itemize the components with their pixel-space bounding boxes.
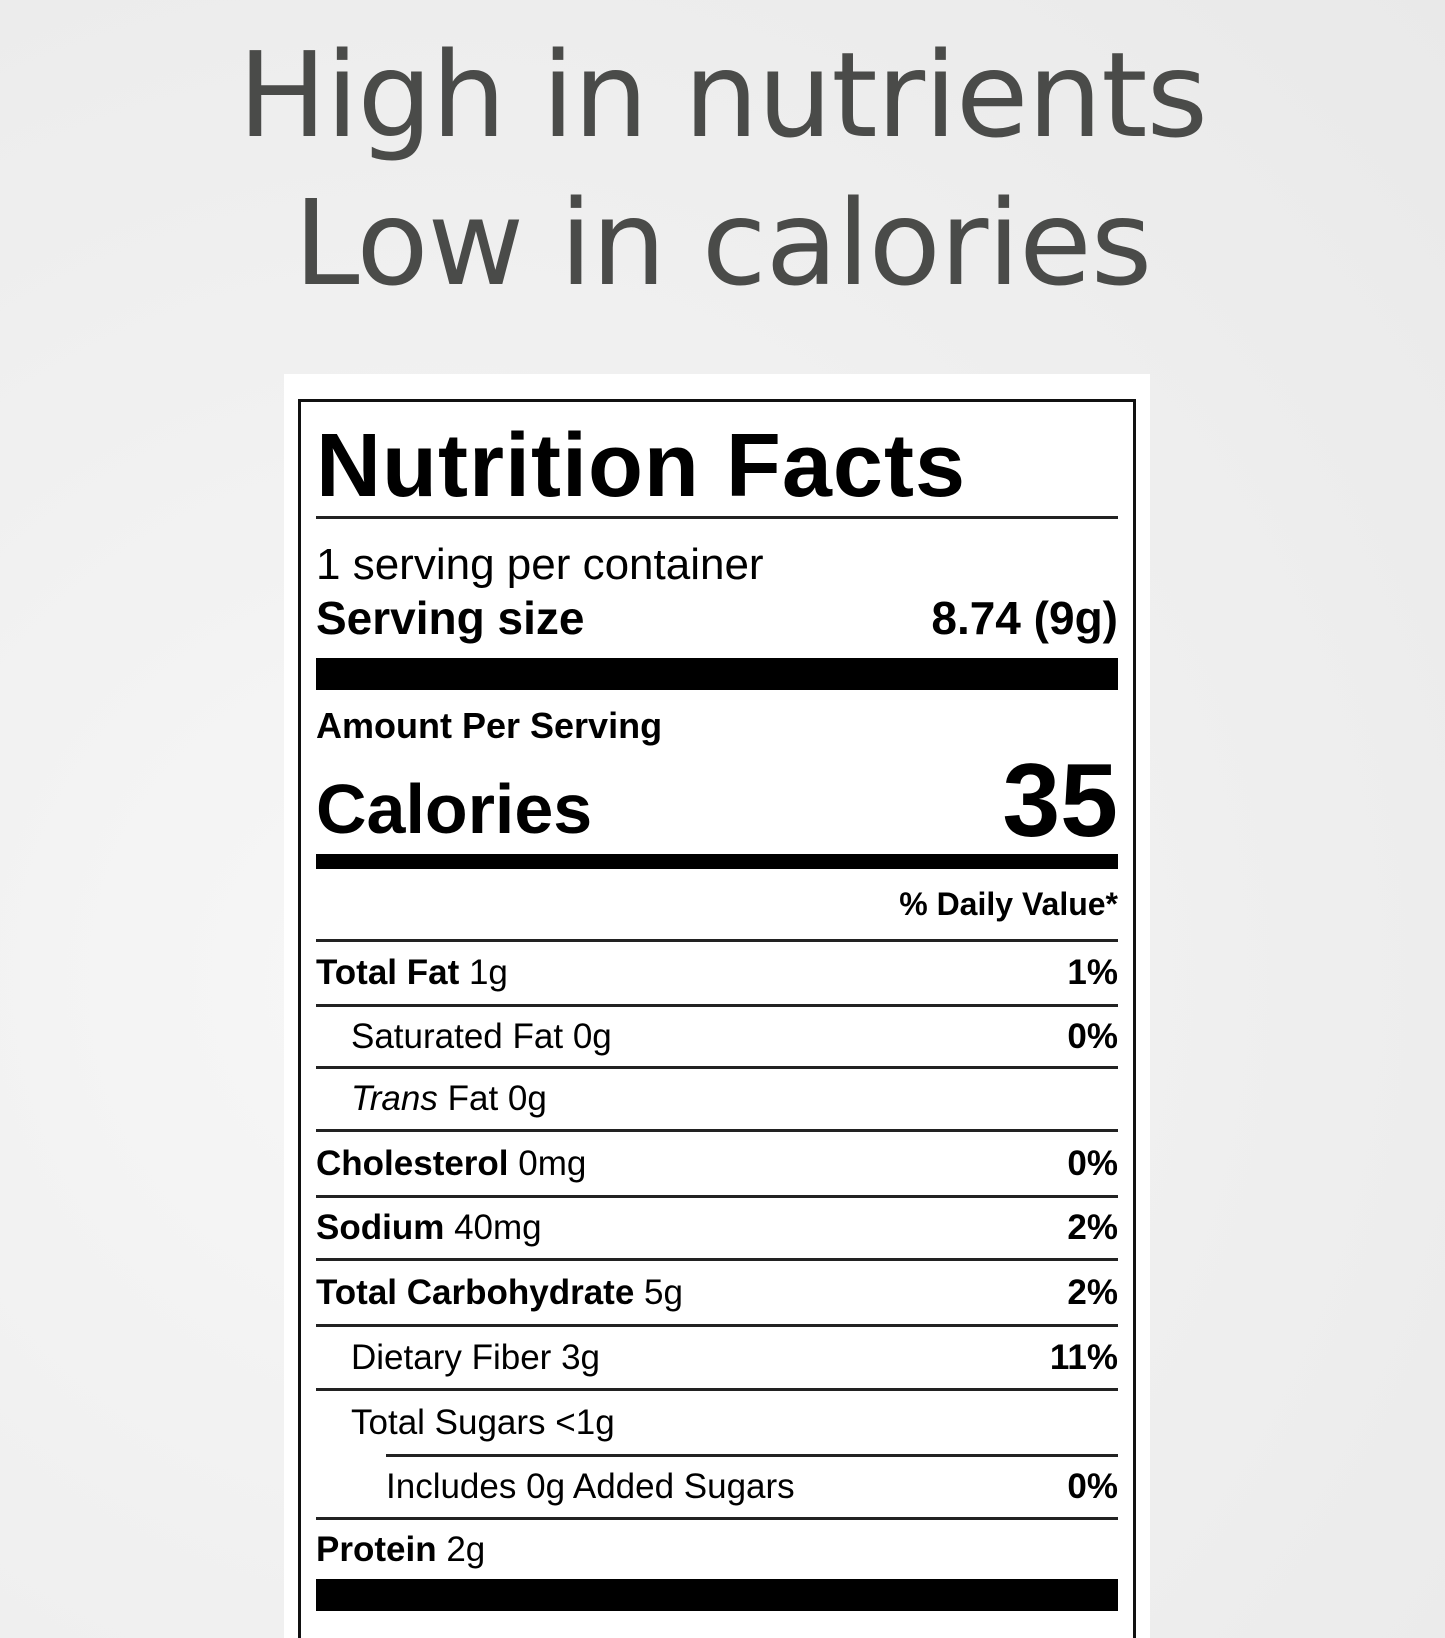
nutrient-name-rest: Added Sugars xyxy=(572,1467,795,1506)
nutrient-row-total-fat: Total Fat 1g 1% xyxy=(316,939,1118,1004)
nutrient-dv: 11% xyxy=(1049,1337,1118,1377)
calories-row: Calories 35 xyxy=(316,748,1118,854)
nutrient-row-total-sugars: Total Sugars <1g xyxy=(316,1388,1118,1454)
nutrient-amount: 0g xyxy=(507,1079,547,1118)
amount-per-serving: Amount Per Serving xyxy=(316,705,663,746)
medium-divider xyxy=(316,854,1118,869)
nutrient-name: Total Fat xyxy=(316,953,460,992)
nutrient-dv: 2% xyxy=(1067,1208,1118,1247)
nutrient-amount: 40mg xyxy=(454,1208,542,1247)
thick-divider xyxy=(316,658,1118,690)
serving-size-value: 8.74 (9g) xyxy=(931,592,1118,644)
nutrition-facts-label: Nutrition Facts 1 serving per container … xyxy=(298,399,1136,1638)
nutrient-name: Sodium xyxy=(316,1208,445,1247)
divider xyxy=(316,516,1118,519)
nutrient-dv: 1% xyxy=(1067,953,1118,992)
nutrient-row-total-carbohydrate: Total Carbohydrate 5g 2% xyxy=(316,1258,1118,1324)
nutrient-name: Includes xyxy=(386,1467,517,1506)
nutrient-dv: 0% xyxy=(1067,1016,1118,1056)
nutrient-row-protein: Protein 2g xyxy=(316,1517,1118,1579)
nutrient-name: Saturated Fat xyxy=(351,1016,564,1056)
added-sugars-wrapper: Includes 0g Added Sugars 0% xyxy=(386,1454,1118,1517)
headline-line-1: High in nutrients xyxy=(237,26,1208,164)
nutrient-amount: <1g xyxy=(555,1402,615,1442)
serving-size-row: Serving size 8.74 (9g) xyxy=(316,591,1118,645)
nutrient-name: Cholesterol xyxy=(316,1143,509,1183)
calories-value: 35 xyxy=(1002,743,1118,859)
bottom-thick-divider xyxy=(316,1579,1118,1611)
nutrient-dv: 0% xyxy=(1067,1143,1118,1183)
nutrient-dv: 0% xyxy=(1067,1467,1118,1506)
nutrient-name: Dietary Fiber xyxy=(351,1337,552,1377)
servings-per-container: 1 serving per container xyxy=(316,540,764,589)
nutrient-row-added-sugars: Includes 0g Added Sugars 0% xyxy=(386,1454,1118,1517)
nutrient-name: Total Carbohydrate xyxy=(316,1272,635,1312)
nutrient-amount: 0g xyxy=(572,1016,612,1056)
nutrient-row-saturated-fat: Saturated Fat 0g 0% xyxy=(316,1004,1118,1066)
nutrient-amount: 0g xyxy=(526,1467,566,1506)
nutrient-name-rest: Fat xyxy=(447,1079,499,1118)
nutrient-name: Protein xyxy=(316,1529,437,1569)
nutrient-row-sodium: Sodium 40mg 2% xyxy=(316,1195,1118,1258)
serving-size-label: Serving size xyxy=(316,592,585,644)
nutrient-name: Total Sugars xyxy=(351,1402,546,1442)
nutrient-name: Trans xyxy=(351,1079,438,1118)
nutrient-amount: 3g xyxy=(561,1337,600,1377)
daily-value-header: % Daily Value* xyxy=(899,886,1118,922)
nutrient-row-trans-fat: Trans Fat 0g xyxy=(316,1066,1118,1129)
nutrient-amount: 1g xyxy=(468,953,508,992)
label-title: Nutrition Facts xyxy=(316,416,967,516)
calories-label: Calories xyxy=(316,770,593,848)
nutrient-amount: 2g xyxy=(446,1529,486,1569)
nutrient-amount: 5g xyxy=(644,1272,683,1312)
nutrient-row-cholesterol: Cholesterol 0mg 0% xyxy=(316,1129,1118,1195)
headline-line-2: Low in calories xyxy=(293,174,1153,312)
nutrient-amount: 0mg xyxy=(518,1143,587,1183)
nutrient-row-dietary-fiber: Dietary Fiber 3g 11% xyxy=(316,1324,1118,1388)
nutrient-dv: 2% xyxy=(1067,1272,1118,1312)
